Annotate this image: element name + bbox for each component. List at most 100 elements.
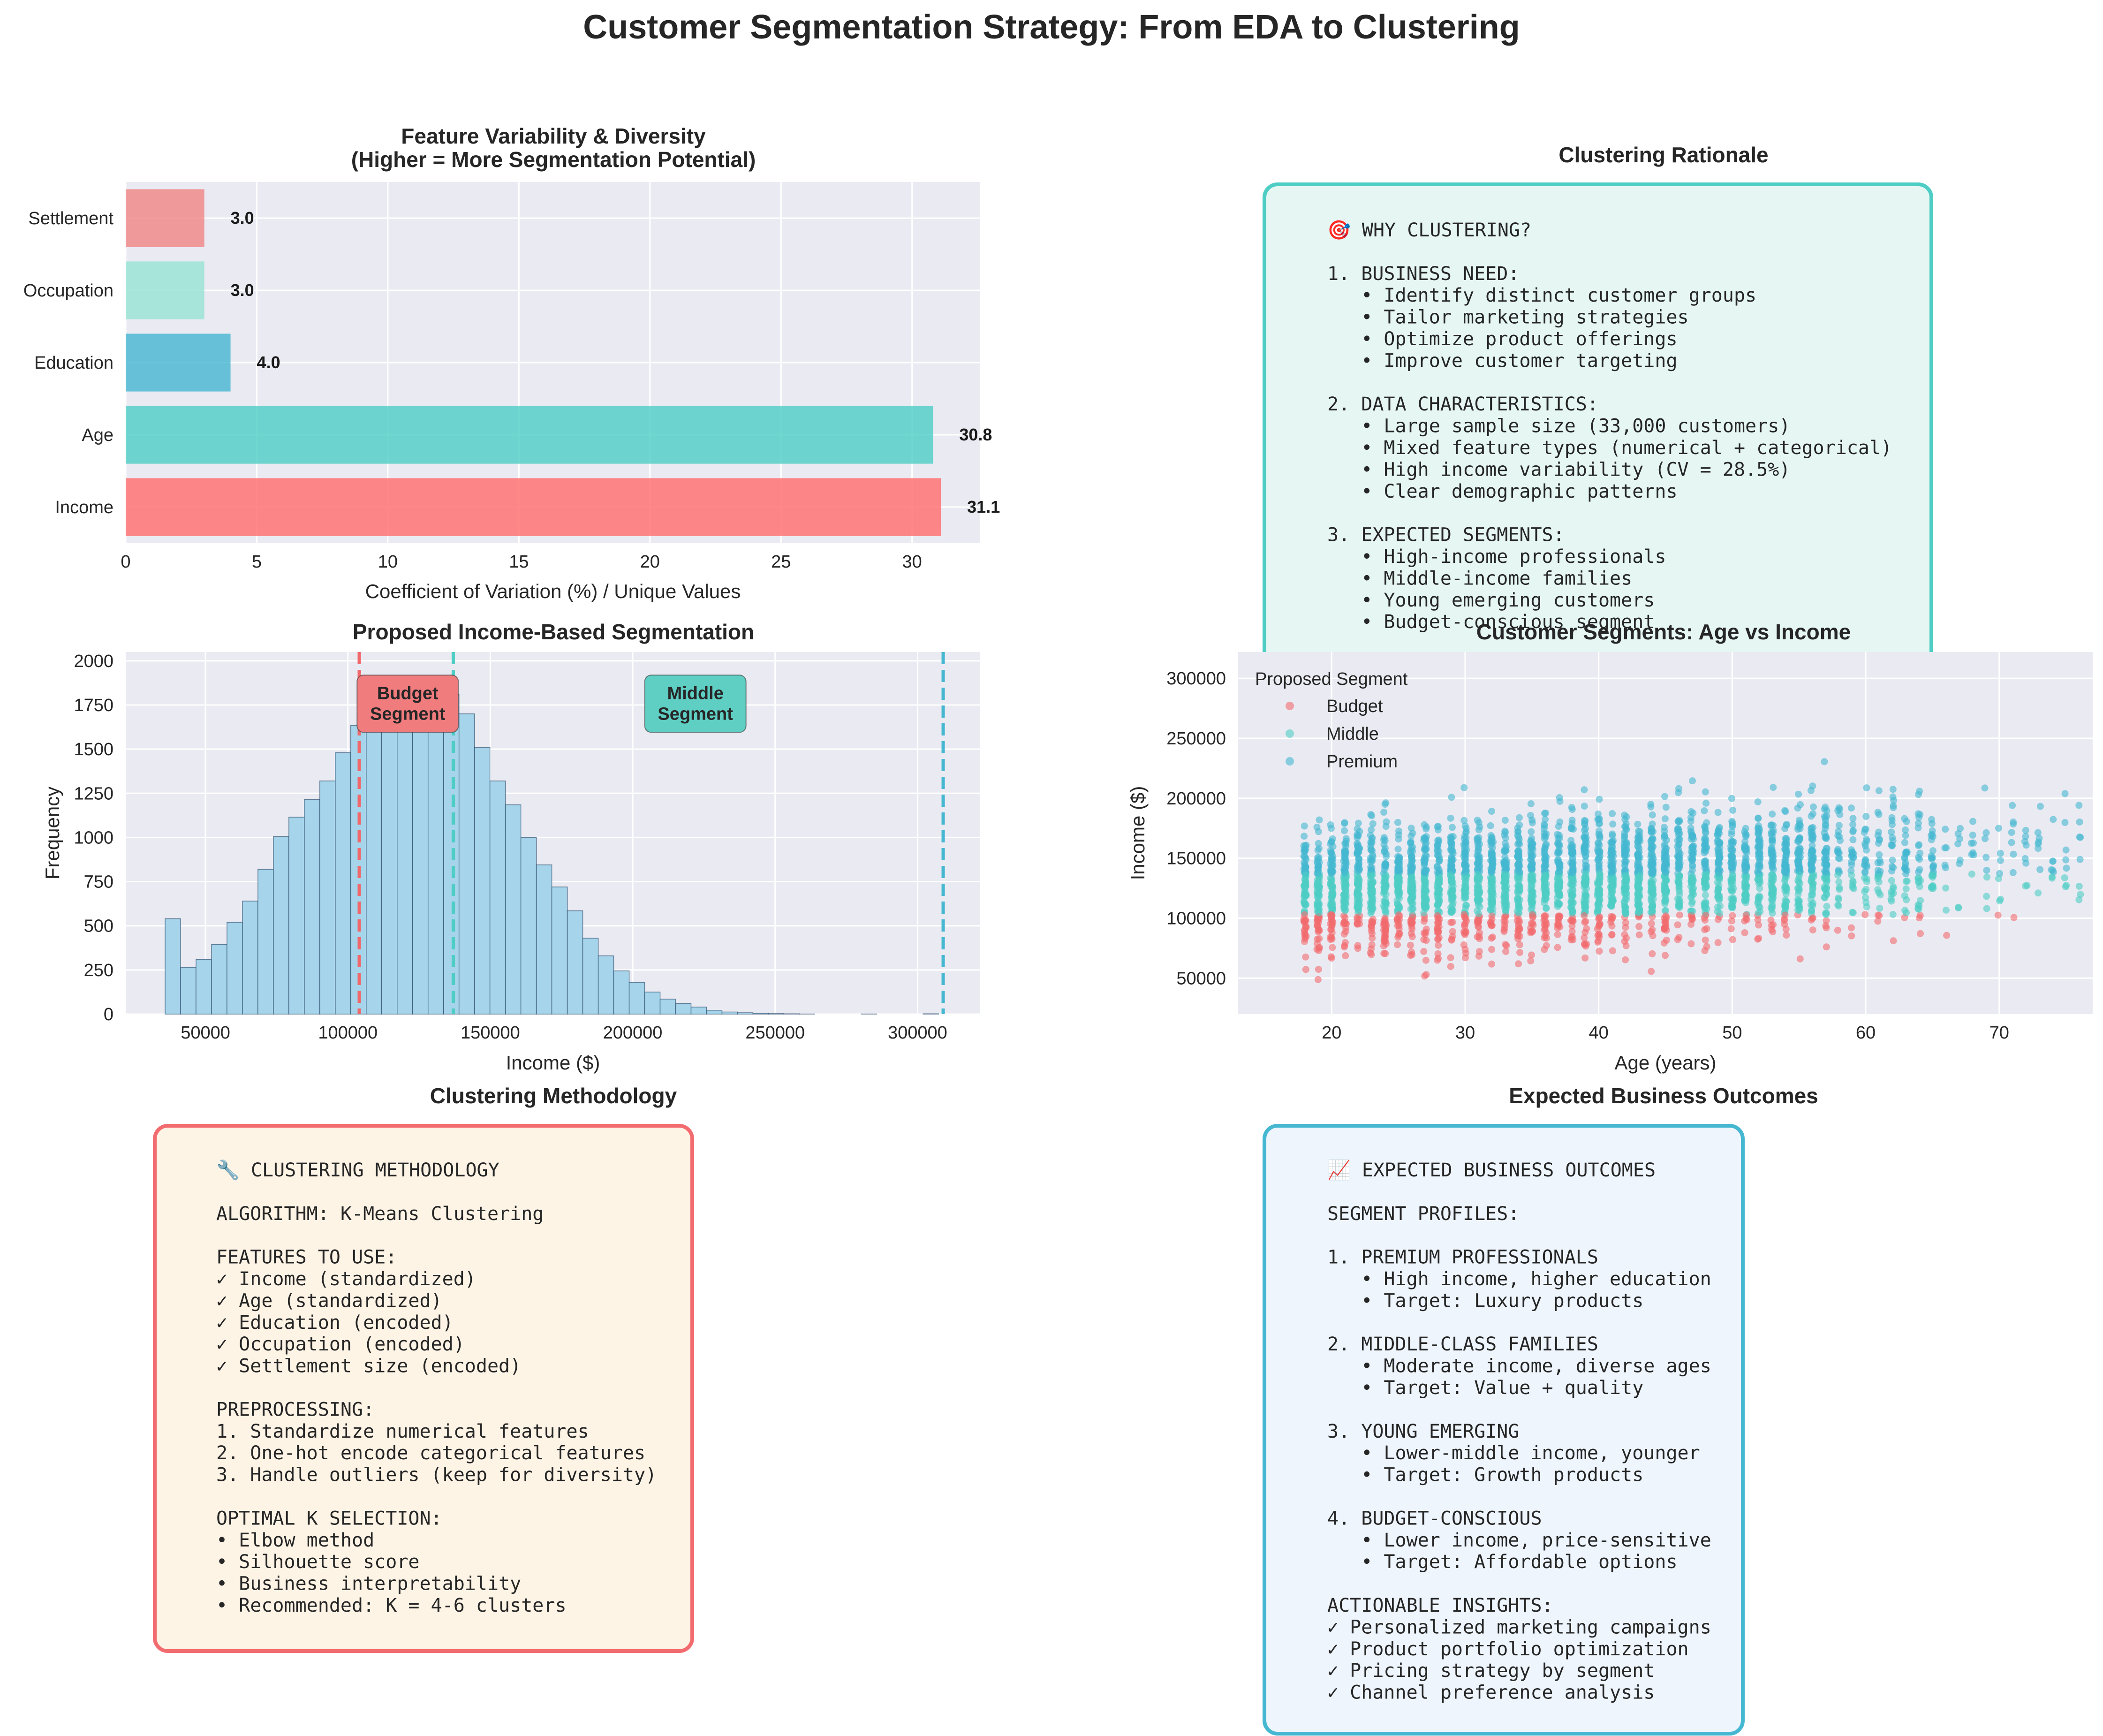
scatter-point bbox=[1422, 896, 1430, 904]
scatter-point bbox=[1915, 814, 1922, 821]
scatter-point bbox=[1969, 818, 1977, 825]
scatter-point bbox=[1487, 841, 1495, 849]
scatter-point bbox=[1528, 894, 1535, 901]
scatter-point bbox=[1327, 821, 1334, 829]
scatter-point bbox=[1796, 955, 1804, 963]
scatter-point bbox=[1502, 940, 1509, 948]
scatter-point bbox=[1315, 902, 1323, 909]
scatter-point bbox=[1755, 921, 1763, 929]
panel-text-line: ✓ Settlement size (encoded) bbox=[216, 1356, 521, 1377]
panel-text-line: • Target: Luxury products bbox=[1327, 1290, 1643, 1311]
scatter-point bbox=[1340, 904, 1348, 911]
scatter-point bbox=[1821, 758, 1828, 766]
scatter-point bbox=[1583, 862, 1590, 870]
scatter-point bbox=[1316, 909, 1323, 917]
scatter-point bbox=[1756, 885, 1763, 892]
scatter-point bbox=[2048, 874, 2056, 882]
y-tick-label: 1000 bbox=[74, 828, 113, 848]
scatter-point bbox=[1302, 917, 1309, 925]
scatter-point bbox=[1889, 911, 1897, 918]
scatter-point bbox=[1649, 950, 1656, 957]
scatter-point bbox=[1422, 869, 1429, 877]
scatter-point bbox=[1995, 875, 2003, 882]
scatter-point bbox=[1448, 935, 1455, 943]
scatter-point bbox=[1836, 855, 1843, 862]
scatter-point bbox=[1543, 934, 1551, 942]
scatter-point bbox=[1942, 826, 1949, 833]
scatter-point bbox=[1730, 895, 1737, 903]
scatter-point bbox=[1448, 824, 1456, 831]
scatter-point bbox=[1408, 925, 1416, 933]
histogram-bar bbox=[598, 955, 614, 1015]
scatter-point bbox=[1662, 804, 1670, 811]
scatter-point bbox=[1461, 860, 1468, 867]
scatter-point bbox=[1730, 838, 1737, 846]
x-tick-label: 70 bbox=[1990, 1023, 2009, 1043]
scatter-point bbox=[1756, 853, 1764, 861]
histogram-bar bbox=[335, 752, 351, 1015]
scatter-point bbox=[1342, 880, 1349, 888]
histogram-bar bbox=[474, 747, 491, 1015]
scatter-point bbox=[1702, 904, 1709, 911]
scatter-point bbox=[1342, 850, 1349, 857]
scatter-point bbox=[1661, 925, 1668, 932]
bar-income bbox=[126, 478, 941, 536]
scatter-point bbox=[1342, 952, 1349, 960]
scatter-point bbox=[1635, 835, 1643, 843]
scatter-point bbox=[1515, 859, 1523, 867]
scatter-point bbox=[1674, 921, 1681, 929]
scatter-point bbox=[1367, 858, 1375, 865]
scatter-point bbox=[1420, 888, 1428, 896]
clustering-rationale-title: Clustering Rationale bbox=[1558, 143, 1768, 167]
scatter-point bbox=[1489, 883, 1497, 890]
scatter-point bbox=[1621, 938, 1628, 945]
scatter-point bbox=[1675, 883, 1683, 890]
scatter-point bbox=[1688, 832, 1696, 839]
scatter-point bbox=[1475, 952, 1483, 960]
scatter-point bbox=[1301, 935, 1309, 942]
scatter-point bbox=[1516, 869, 1523, 876]
scatter-point bbox=[1435, 839, 1442, 846]
scatter-point bbox=[1409, 913, 1416, 921]
scatter-point bbox=[1555, 913, 1563, 920]
scatter-point bbox=[1822, 868, 1830, 876]
scatter-point bbox=[1674, 826, 1681, 833]
y-tick-label: 50000 bbox=[1176, 969, 1226, 988]
scatter-point bbox=[1461, 923, 1468, 930]
scatter-point bbox=[1314, 847, 1322, 854]
scatter-point bbox=[2048, 866, 2055, 873]
x-tick-label: 40 bbox=[1589, 1023, 1609, 1043]
panel-text-line: • Moderate income, diverse ages bbox=[1327, 1356, 1711, 1377]
segment-label-line: Middle bbox=[667, 683, 724, 703]
scatter-point bbox=[1876, 912, 1883, 919]
scatter-point bbox=[1434, 935, 1442, 943]
scatter-point bbox=[1436, 898, 1443, 905]
scatter-point bbox=[1702, 936, 1709, 944]
y-tick-label: 200000 bbox=[1166, 789, 1226, 809]
scatter-point bbox=[1740, 845, 1748, 852]
panel-text-line: 4. BUDGET-CONSCIOUS bbox=[1327, 1508, 1542, 1529]
scatter-point bbox=[1461, 878, 1469, 886]
scatter-point bbox=[1420, 875, 1428, 883]
scatter-point bbox=[1448, 906, 1456, 913]
scatter-point bbox=[1368, 945, 1375, 953]
scatter-point bbox=[1488, 922, 1496, 930]
scatter-point bbox=[1621, 823, 1628, 830]
bar-value-label: 31.1 bbox=[967, 497, 1000, 516]
scatter-point bbox=[1622, 956, 1629, 963]
scatter-point bbox=[1862, 886, 1870, 893]
scatter-point bbox=[1382, 950, 1389, 957]
scatter-point bbox=[1341, 819, 1348, 827]
x-axis-label: Age (years) bbox=[1614, 1052, 1716, 1074]
scatter-point bbox=[1316, 816, 1323, 824]
scatter-point bbox=[2036, 803, 2044, 810]
scatter-point bbox=[1822, 922, 1830, 930]
scatter-point bbox=[1649, 868, 1656, 876]
scatter-point bbox=[1395, 904, 1402, 912]
scatter-point bbox=[1714, 888, 1722, 895]
scatter-point bbox=[1770, 876, 1777, 883]
scatter-point bbox=[1983, 866, 1990, 874]
scatter-point bbox=[1783, 851, 1790, 858]
scatter-point bbox=[1582, 942, 1589, 950]
